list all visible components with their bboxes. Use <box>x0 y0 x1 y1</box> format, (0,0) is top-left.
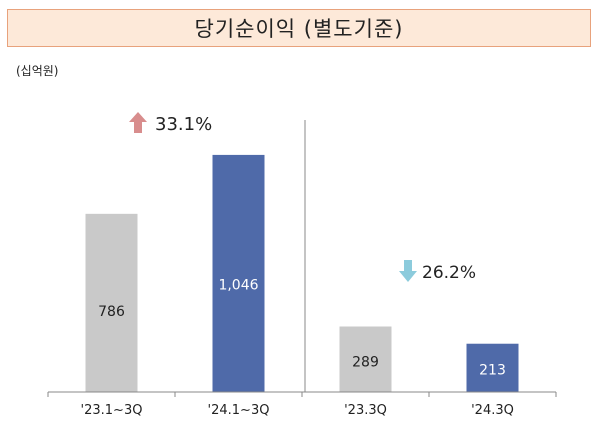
category-label-4: '24.3Q <box>471 403 514 418</box>
growth-annotation: 33.1% <box>155 114 212 135</box>
bar-1 <box>85 213 138 392</box>
chart-title-box: 당기순이익 (별도기준) <box>7 9 591 47</box>
bar-3 <box>339 326 392 392</box>
category-label-3: '23.3Q <box>344 403 387 418</box>
decline-annotation: 26.2% <box>422 263 476 283</box>
category-label-2: '24.1~3Q <box>208 403 270 418</box>
value-label-3: 289 <box>352 355 379 371</box>
value-label-4: 213 <box>479 362 506 378</box>
down-arrow-icon <box>399 260 417 282</box>
bar-2 <box>212 154 265 392</box>
value-label-1: 786 <box>98 304 125 320</box>
chart-title: 당기순이익 (별도기준) <box>194 17 404 41</box>
unit-label: (십억원) <box>16 64 59 78</box>
bar-4 <box>466 343 519 392</box>
up-arrow-icon <box>129 112 147 133</box>
value-label-2: 1,046 <box>218 277 258 293</box>
category-label-1: '23.1~3Q <box>81 403 143 418</box>
